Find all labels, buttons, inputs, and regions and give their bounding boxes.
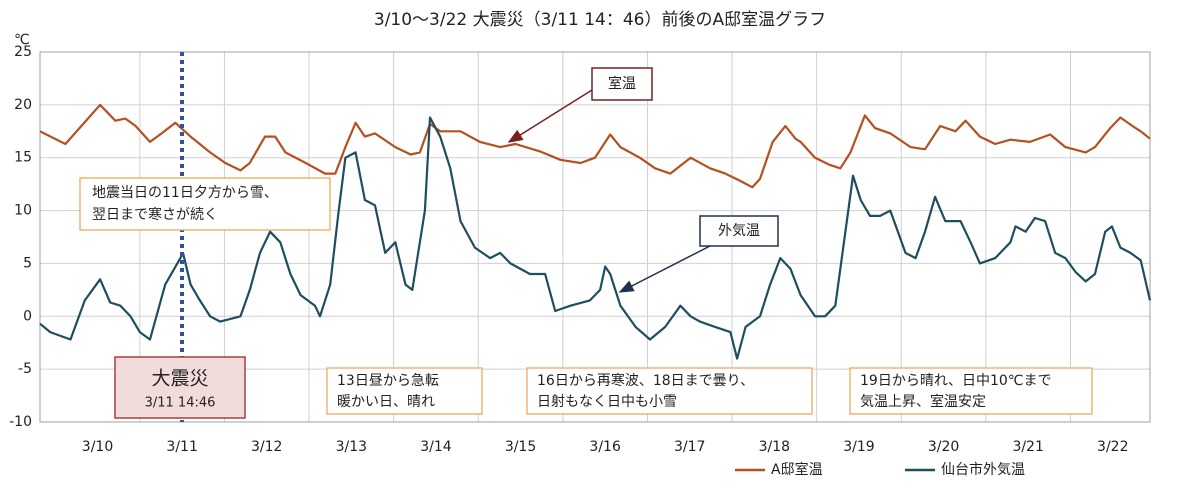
y-tick-label: 25 <box>14 44 32 60</box>
x-tick-label: 3/12 <box>251 439 282 455</box>
legend-label: A邸室温 <box>771 461 823 478</box>
x-tick-label: 3/15 <box>505 439 536 455</box>
note-box <box>526 367 813 415</box>
note-text: 地震当日の11日夕方から雪、 <box>92 185 278 201</box>
event-title: 大震災 <box>151 368 208 390</box>
legend-label: 仙台市外気温 <box>941 461 1025 478</box>
x-tick-label: 3/22 <box>1097 439 1128 455</box>
note-box <box>326 367 483 415</box>
chart-title: 3/10～3/22 大震災（3/11 14：46）前後のA邸室温グラフ <box>374 10 826 30</box>
callout-box <box>699 215 779 247</box>
x-tick-label: 3/20 <box>928 439 959 455</box>
x-tick-label: 3/19 <box>843 439 874 455</box>
x-tick-label: 3/13 <box>336 439 367 455</box>
series-line <box>39 116 1152 360</box>
note-text: 19日から晴れ、日中10℃まで <box>860 373 1052 389</box>
y-tick-label: 15 <box>14 150 32 166</box>
x-tick-label: 3/11 <box>166 439 197 455</box>
callout-box <box>591 67 653 101</box>
note-text: 暖かい日、晴れ <box>337 394 435 410</box>
x-tick-label: 3/21 <box>1012 439 1043 455</box>
callout-text: 室温 <box>608 75 636 92</box>
y-tick-label: 10 <box>14 203 32 219</box>
plot-frame <box>39 51 1151 423</box>
note-text: 気温上昇、室温安定 <box>860 393 986 410</box>
callout-text: 外気温 <box>718 223 760 239</box>
callout-arrow <box>507 89 593 143</box>
grid <box>40 51 1150 423</box>
note-text: 16日から再寒波、18日まで曇り、 <box>537 372 754 389</box>
y-tick-label: 20 <box>14 97 32 113</box>
x-tick-label: 3/14 <box>420 439 452 455</box>
note-box <box>849 367 1093 415</box>
series-line <box>39 103 1151 189</box>
event-box <box>114 356 246 419</box>
note-text: 13日昼から急転 <box>337 373 439 389</box>
y-tick-label: -10 <box>9 414 32 430</box>
y-tick-label: 0 <box>23 308 32 324</box>
event-time: 3/11 14:46 <box>145 396 216 411</box>
series-lines <box>39 103 1152 360</box>
callout-arrow <box>618 245 711 293</box>
note-text: 翌日まで寒さが続く <box>92 206 218 223</box>
x-tick-label: 3/17 <box>674 439 705 455</box>
x-tick-label: 3/18 <box>759 439 790 455</box>
y-tick-label: -5 <box>18 361 32 377</box>
y-unit: ℃ <box>14 32 30 48</box>
note-box <box>79 177 331 231</box>
x-tick-label: 3/10 <box>82 439 113 455</box>
note-text: 日射もなく日中も小雪 <box>537 394 677 410</box>
y-tick-label: 5 <box>23 255 32 271</box>
x-tick-label: 3/16 <box>589 439 621 455</box>
